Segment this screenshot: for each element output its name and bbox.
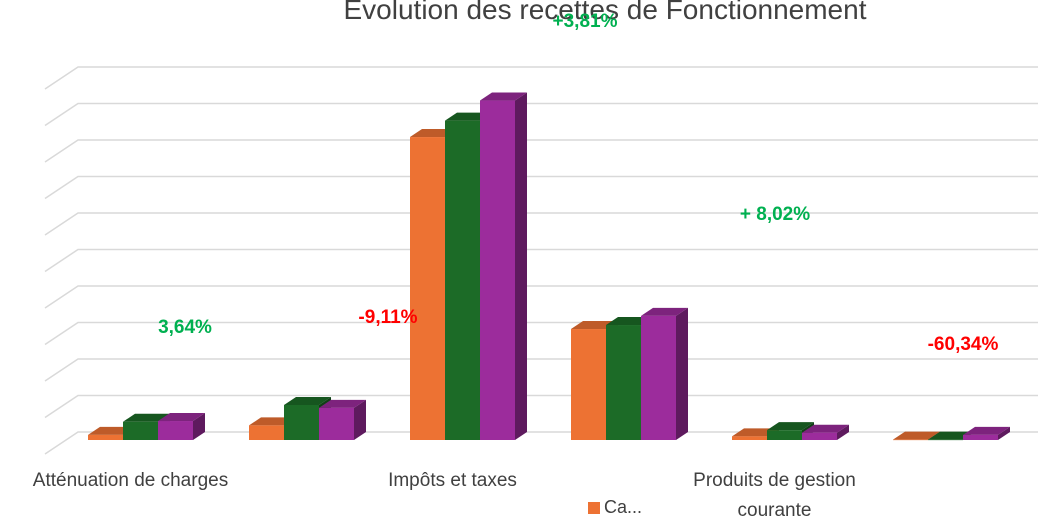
- bar: [802, 424, 849, 440]
- annotation: 3,64%: [158, 317, 212, 338]
- bar-front: [732, 436, 767, 440]
- bar-top: [480, 92, 527, 101]
- bar: [158, 413, 205, 440]
- bar-side: [193, 413, 205, 440]
- bar-front: [445, 120, 480, 440]
- bar-front: [641, 315, 676, 440]
- bar-front: [410, 137, 445, 441]
- bar: [641, 307, 688, 440]
- bar-front: [963, 434, 998, 440]
- grid-line: [44, 285, 1038, 309]
- x-tick-label: Impôts et taxes: [388, 470, 517, 491]
- bar-top: [123, 413, 170, 422]
- grid-line: [44, 321, 1038, 346]
- bar-front: [88, 434, 123, 440]
- grid-line: [44, 248, 1038, 273]
- bar-side: [515, 92, 527, 441]
- bar-front: [606, 325, 641, 440]
- bar: [963, 426, 1010, 440]
- chart-title: Évolution des recettes de Fonctionnement: [343, 0, 867, 25]
- bar-side: [354, 399, 366, 440]
- annotation: -60,34%: [927, 334, 999, 355]
- bar-front: [802, 432, 837, 440]
- bar-top: [893, 431, 940, 440]
- grid-line: [44, 212, 1038, 236]
- bar-front: [284, 404, 319, 440]
- bar-front: [319, 407, 354, 440]
- bar-front: [123, 421, 158, 440]
- bar-top: [802, 424, 849, 433]
- bar-top: [158, 413, 205, 422]
- bar-top: [641, 307, 688, 316]
- grid-line: [44, 175, 1038, 200]
- bar-top: [319, 399, 366, 408]
- bar-front: [571, 329, 606, 440]
- grid-line: [44, 102, 1038, 127]
- grid-line: [44, 358, 1038, 382]
- bar-front: [928, 439, 963, 441]
- x-tick-label: Produits de gestion courante: [693, 470, 856, 521]
- bar-top: [767, 422, 814, 431]
- grid-line: [44, 394, 1038, 419]
- bar-front: [480, 100, 515, 441]
- legend-swatch: [588, 501, 600, 514]
- annotation: -9,11%: [358, 307, 418, 328]
- bar-top: [963, 426, 1010, 435]
- bar-front: [767, 430, 802, 440]
- x-tick-label: Atténuation de charges: [32, 470, 229, 491]
- bar-side: [676, 307, 688, 440]
- legend-label: Ca...: [604, 497, 643, 517]
- bar-front: [893, 439, 928, 441]
- bar-side: [998, 426, 1010, 440]
- grid-line: [44, 139, 1038, 163]
- annotation: + 8,02%: [739, 204, 811, 225]
- legend: Ca...: [588, 497, 642, 518]
- bar-front: [249, 425, 284, 440]
- grid-line: [44, 66, 1038, 90]
- bar: [319, 399, 366, 440]
- annotation: +3,81%: [552, 11, 618, 32]
- bar-side: [837, 424, 849, 440]
- grid-line: [44, 431, 1038, 455]
- bar-top: [284, 396, 331, 405]
- bar-front: [158, 421, 193, 440]
- bar: [480, 92, 527, 441]
